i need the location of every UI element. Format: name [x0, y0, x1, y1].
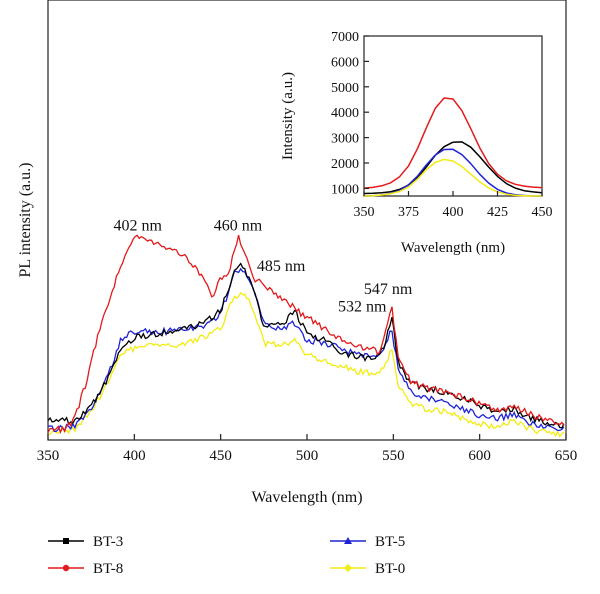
- inset-x-tick-label: 375: [398, 205, 419, 220]
- legend-marker: [62, 564, 70, 572]
- series-line-bt-0: [47, 291, 565, 438]
- series-line-bt-8: [47, 234, 565, 434]
- inset-y-tick-label: 2000: [331, 157, 359, 172]
- peak-label: 532 nm: [338, 298, 387, 315]
- series-line-bt-5: [47, 267, 565, 433]
- main-y-axis-title: PL intensity (a.u.): [17, 163, 34, 278]
- legend-item-bt-0: BT-0: [330, 561, 405, 577]
- main-series-group: [47, 234, 565, 438]
- series-line-bt-3: [47, 262, 565, 429]
- legend-marker: [344, 537, 352, 544]
- inset-y-tick-label: 6000: [331, 55, 359, 70]
- inset-chart: 350 375 400 425 450 1000 2000 3000 4000 5000 6000…: [280, 30, 553, 256]
- legend-item-bt-5: BT-5: [330, 534, 405, 550]
- inset-y-tick-label: 5000: [331, 81, 359, 96]
- main-x-tick-label: 400: [123, 448, 146, 464]
- inset-series-line-bt-8: [363, 97, 543, 189]
- legend-label: BT-8: [93, 561, 123, 577]
- inset-series-line-bt-0: [363, 158, 543, 197]
- main-x-tick-label: 550: [382, 448, 405, 464]
- peak-label: 460 nm: [214, 218, 263, 235]
- legend-item-bt-8: BT-8: [48, 561, 123, 577]
- legend-label: BT-5: [375, 534, 405, 550]
- peak-label: 485 nm: [257, 258, 306, 275]
- legend: BT-3 BT-8 BT-5 BT-0: [48, 534, 405, 577]
- inset-y-axis-title: Intensity (a.u.): [280, 72, 296, 160]
- inset-x-tick-label: 350: [354, 205, 375, 220]
- legend-marker: [63, 538, 69, 544]
- main-x-tick-label: 500: [296, 448, 319, 464]
- main-x-tick-label: 450: [209, 448, 232, 464]
- legend-marker: [344, 564, 352, 572]
- peak-label: 402 nm: [114, 218, 163, 235]
- peak-label: 547 nm: [364, 281, 413, 298]
- main-x-tick-label: 650: [555, 448, 578, 464]
- inset-y-tick-label: 4000: [331, 106, 359, 121]
- legend-item-bt-3: BT-3: [48, 534, 123, 550]
- inset-y-axis: 1000 2000 3000 4000 5000 6000 7000: [331, 30, 369, 197]
- inset-plot-frame: [363, 35, 543, 197]
- inset-y-tick-label: 3000: [331, 132, 359, 147]
- inset-series-line-bt-3: [363, 141, 543, 195]
- main-x-axis-title: Wavelength (nm): [251, 489, 362, 506]
- inset-x-tick-label: 425: [487, 205, 508, 220]
- inset-x-axis: 350 375 400 425 450: [354, 191, 553, 220]
- main-x-axis: 350 400 450 500 550 600 650: [37, 434, 578, 464]
- legend-label: BT-3: [93, 534, 123, 550]
- inset-x-axis-title: Wavelength (nm): [401, 240, 505, 256]
- inset-series-group: [363, 97, 543, 197]
- inset-x-tick-label: 400: [443, 205, 464, 220]
- legend-label: BT-0: [375, 561, 405, 577]
- inset-y-tick-label: 1000: [331, 182, 359, 197]
- inset-y-tick-label: 7000: [331, 30, 359, 45]
- main-x-tick-label: 600: [468, 448, 491, 464]
- inset-x-tick-label: 450: [532, 205, 553, 220]
- main-x-tick-label: 350: [37, 448, 60, 464]
